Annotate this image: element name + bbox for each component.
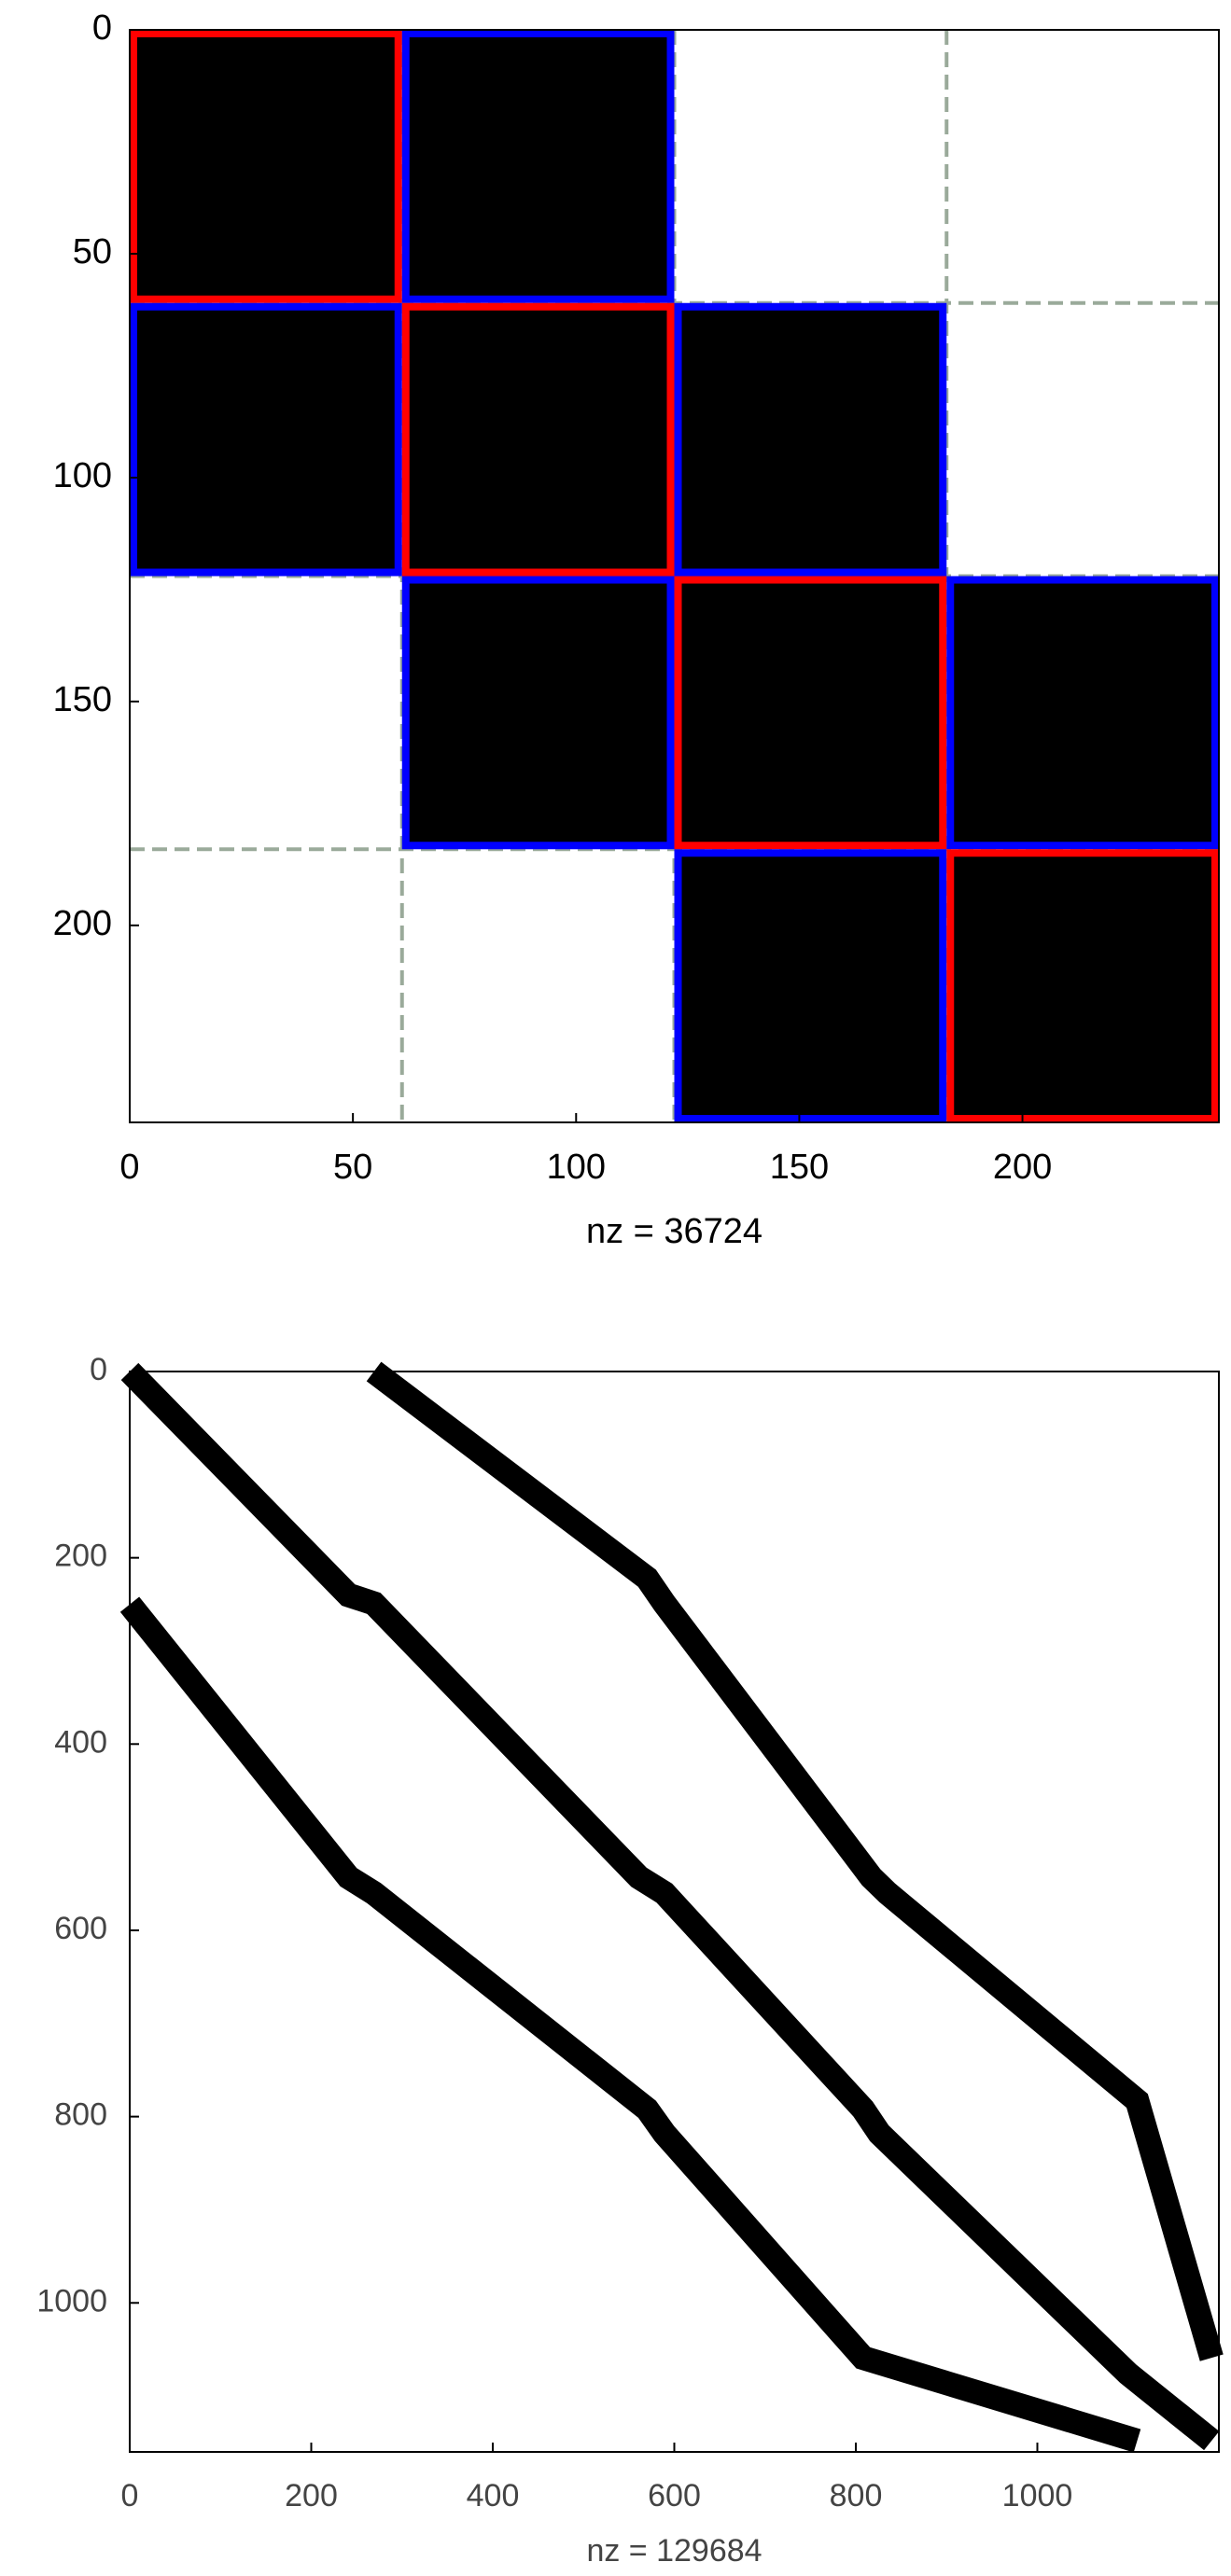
x-axis-label: nz = 129684: [586, 2533, 762, 2569]
block: [674, 576, 947, 850]
block: [946, 849, 1219, 1122]
block: [674, 302, 947, 577]
band: [119, 1596, 1141, 2453]
y-tick-label: 150: [53, 680, 112, 719]
block: [401, 576, 675, 850]
x-axis-label: nz = 36724: [586, 1212, 762, 1251]
x-tick-label: 150: [770, 1148, 829, 1187]
block: [674, 849, 947, 1122]
x-tick-label: 1000: [1002, 2478, 1073, 2513]
x-tick-label: 0: [119, 1148, 139, 1187]
y-tick-label: 1000: [36, 2283, 107, 2318]
block: [401, 302, 675, 577]
y-tick-label: 400: [54, 1724, 107, 1760]
block: [946, 576, 1219, 850]
x-tick-label: 200: [285, 2478, 338, 2513]
x-tick-label: 50: [333, 1148, 372, 1187]
y-tick-label: 200: [53, 904, 112, 943]
y-tick-label: 0: [90, 1352, 107, 1387]
x-tick-label: 800: [830, 2478, 883, 2513]
x-tick-label: 0: [121, 2478, 139, 2513]
x-tick-label: 200: [993, 1148, 1052, 1187]
block: [130, 30, 402, 303]
x-tick-label: 400: [467, 2478, 520, 2513]
axes-box: [129, 29, 1220, 1123]
x-tick-label: 100: [547, 1148, 606, 1187]
y-tick-label: 100: [53, 456, 112, 495]
block: [401, 30, 675, 303]
y-tick-label: 200: [54, 1539, 107, 1574]
y-tick-label: 600: [54, 1911, 107, 1946]
band: [366, 1361, 1224, 2361]
y-tick-label: 0: [92, 8, 112, 48]
band: [120, 1362, 1220, 2451]
block: [130, 302, 402, 577]
y-tick-label: 800: [54, 2097, 107, 2133]
y-tick-label: 50: [73, 232, 112, 272]
x-tick-label: 600: [648, 2478, 701, 2513]
